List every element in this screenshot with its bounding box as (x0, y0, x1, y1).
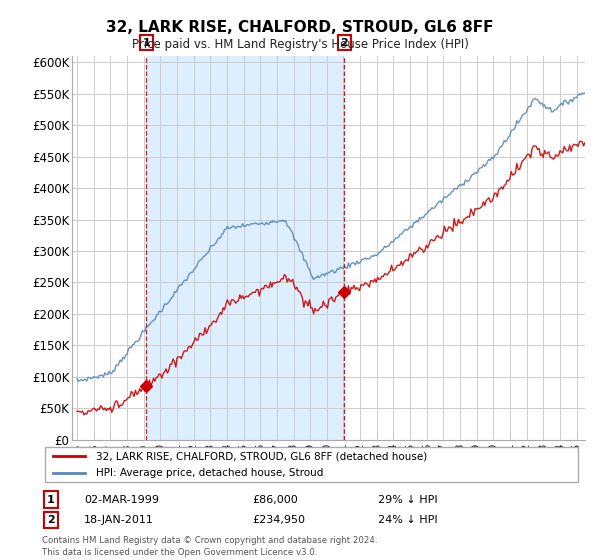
Text: £234,950: £234,950 (252, 515, 305, 525)
Text: Contains HM Land Registry data © Crown copyright and database right 2024.
This d: Contains HM Land Registry data © Crown c… (42, 536, 377, 557)
Text: 18-JAN-2011: 18-JAN-2011 (84, 515, 154, 525)
Text: 29% ↓ HPI: 29% ↓ HPI (378, 494, 437, 505)
Text: 32, LARK RISE, CHALFORD, STROUD, GL6 8FF: 32, LARK RISE, CHALFORD, STROUD, GL6 8FF (106, 20, 494, 35)
Text: 1: 1 (143, 38, 151, 48)
FancyBboxPatch shape (45, 447, 578, 482)
Text: 02-MAR-1999: 02-MAR-1999 (84, 494, 159, 505)
Text: 2: 2 (47, 515, 55, 525)
Text: 24% ↓ HPI: 24% ↓ HPI (378, 515, 437, 525)
Bar (146, 56, 344, 440)
Text: HPI: Average price, detached house, Stroud: HPI: Average price, detached house, Stro… (96, 468, 323, 478)
Text: 32, LARK RISE, CHALFORD, STROUD, GL6 8FF (detached house): 32, LARK RISE, CHALFORD, STROUD, GL6 8FF… (96, 451, 427, 461)
Text: Price paid vs. HM Land Registry's House Price Index (HPI): Price paid vs. HM Land Registry's House … (131, 38, 469, 50)
Text: £86,000: £86,000 (252, 494, 298, 505)
Text: 1: 1 (47, 494, 55, 505)
Text: 2: 2 (340, 38, 348, 48)
